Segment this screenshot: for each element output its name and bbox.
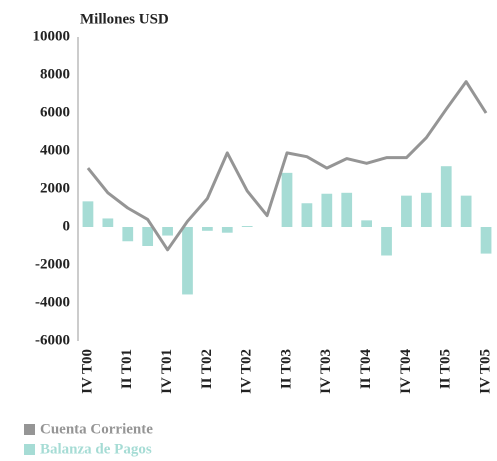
x-tick-label: II T02	[199, 349, 215, 389]
bar	[381, 227, 392, 256]
x-tick-label: IV T00	[79, 349, 95, 394]
bar	[321, 193, 333, 227]
y-tick-label: 10000	[33, 28, 71, 44]
y-tick-label: 8000	[40, 66, 70, 82]
y-tick-label: -6000	[35, 332, 70, 348]
bar	[122, 227, 134, 242]
bar	[102, 218, 114, 227]
bar	[341, 192, 353, 227]
bar	[82, 201, 94, 227]
y-axis-label: Millones USD	[80, 11, 169, 27]
legend-swatch	[24, 444, 35, 455]
bar	[281, 172, 293, 227]
x-tick-label: II T04	[358, 349, 374, 390]
x-tick-label: IV T02	[239, 349, 255, 394]
bar	[142, 227, 154, 246]
y-tick-label: 4000	[40, 142, 70, 158]
x-tick-label: II T05	[438, 349, 454, 389]
y-tick-label: 2000	[40, 180, 70, 196]
x-tick-label: II T03	[278, 349, 294, 389]
y-tick-label: 0	[63, 218, 71, 234]
x-tick-label: IV T04	[398, 349, 414, 394]
y-tick-label: -4000	[35, 294, 70, 310]
x-tick-label: IV T05	[477, 349, 493, 394]
bar	[221, 227, 233, 233]
y-tick-label: -2000	[35, 256, 70, 272]
legend-label: Cuenta Corriente	[40, 421, 153, 437]
bar	[440, 166, 452, 227]
bar	[361, 220, 372, 227]
bar	[162, 227, 173, 236]
bar	[401, 195, 412, 227]
bar	[241, 226, 253, 227]
y-tick-label: 6000	[40, 104, 70, 120]
bar	[480, 227, 492, 254]
line	[86, 80, 488, 252]
x-tick-label: II T01	[119, 349, 135, 389]
legend-swatch	[24, 424, 35, 435]
bar	[182, 227, 193, 295]
x-tick-label: IV T01	[159, 349, 175, 394]
bar	[420, 192, 432, 227]
bar	[202, 227, 213, 231]
x-tick-label: IV T03	[318, 349, 334, 394]
legend-label: Balanza de Pagos	[40, 441, 152, 457]
bar	[301, 203, 313, 227]
bar	[460, 195, 472, 227]
